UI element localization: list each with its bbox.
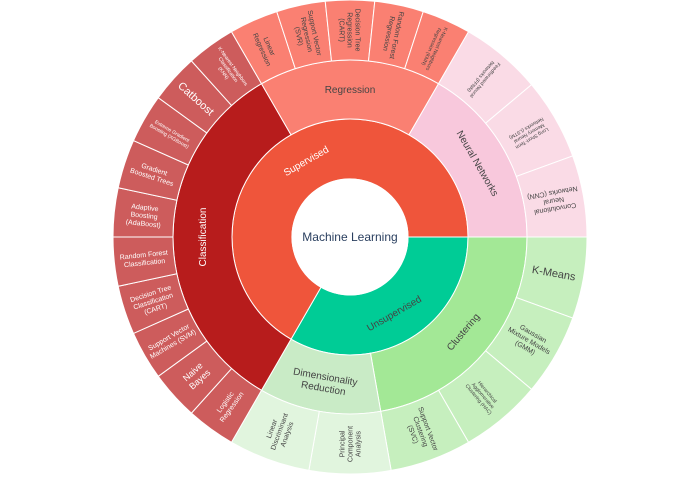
segment-group-logistic-regression: LogisticRegression (190, 367, 263, 443)
root-circle[interactable] (291, 178, 409, 296)
segment-group-k-nearest-neighbors-regression-knn: K-Nearest NeighborsRegression (KNN) (404, 10, 470, 85)
segment-label-random-forest-classification: Random ForestClassification (119, 250, 169, 270)
segment-group-catboost: Catboost (157, 60, 233, 134)
segment-group-neural-networks: Neural Networks (408, 83, 528, 238)
segment-group-principal-component-analysis: PrincipalComponentAnalysis (308, 410, 392, 475)
segment-group-support-vector-clustering-svc: Support VectorClustering(SVC) (380, 389, 470, 471)
segment-group-feedforward-neural-networks-ffnn: Feedforward NeuralNetworks (FFNN) (437, 31, 533, 124)
segment-group-gaussian-mixture-models-gmm: GaussianMixture Models(GMM) (484, 296, 574, 391)
segment-label-principal-component-analysis: PrincipalComponentAnalysis (339, 426, 362, 462)
segment-group-adaptive-boosting-adaboost: AdaptiveBoosting(AdaBoost) (112, 187, 178, 238)
segment-group-random-forest-regression: Random ForestRegression (367, 0, 424, 70)
segment-label-classification: Classification (198, 208, 209, 267)
segment-group-decision-tree-regression-cart: Decision TreeRegression(CART) (324, 0, 376, 62)
segment-group-dimensionality-reduction: DimensionalityReduction (260, 338, 382, 415)
segment-label-regression: Regression (325, 85, 376, 96)
segment-group-linear-discriminant-analysis: LinearDiscriminantAnalysis (230, 389, 320, 471)
segment-group-convolutional-neural-networks-cnn: ConvolutionalNeuralNetworks (CNN) (515, 155, 588, 238)
segment-group-decision-tree-classification-cart: Decision TreeClassification(CART) (117, 273, 189, 335)
segment-group-support-vector-machines-svm: Support VectorMachines (SVM) (132, 308, 208, 378)
segment-group-k-nearest-neighbors-classification-knn: K-Nearest NeighborsClassification(KNN) (190, 31, 263, 107)
segment-convolutional-neural-networks-cnn[interactable] (515, 155, 588, 238)
segment-label-adaptive-boosting-adaboost: AdaptiveBoosting(AdaBoost) (125, 203, 162, 230)
segment-group-supervised: Supervised (231, 118, 469, 340)
segment-label-decision-tree-regression-cart: Decision TreeRegression(CART) (338, 9, 361, 52)
segment-group-unsupervised: Unsupervised (290, 236, 469, 356)
segment-group-support-vector-regression-svr: Support VectorRegression(SVR) (276, 0, 333, 70)
segment-group-hierarchical-agglomerative-clustering-hac: HierarchicalAgglomerativeClustering (HAC… (437, 350, 533, 443)
segment-group-extreme-gradient-boosting-xgboost: Extreme GradientBoosting (XGBoost) (132, 96, 208, 166)
root-label: Machine Learning (302, 230, 397, 244)
segment-group-gradient-boosted-trees: GradientBoosted Trees (117, 139, 189, 201)
